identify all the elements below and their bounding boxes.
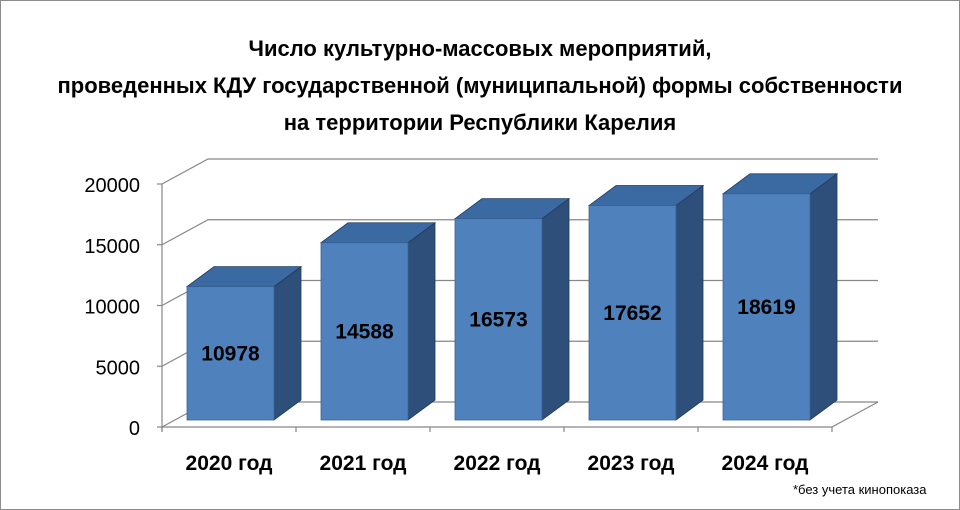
bar-front-1 xyxy=(320,242,409,421)
data-label-2: 16573 xyxy=(469,308,527,331)
bar-side-3 xyxy=(675,184,704,421)
y-tick-label-2: 10000 xyxy=(84,297,140,319)
bar-0: 10978 xyxy=(185,265,303,421)
bar-side-0 xyxy=(273,265,302,421)
category-label-1: 2021 год xyxy=(320,452,407,475)
category-label-0: 2020 год xyxy=(186,452,273,475)
data-label-0: 10978 xyxy=(201,342,260,365)
chart-title-line-3: на территории Республики Карелия xyxy=(283,110,677,135)
bar-4: 18619 xyxy=(721,172,839,421)
category-label-2: 2022 год xyxy=(454,452,541,475)
y-tick-label-3: 15000 xyxy=(84,236,140,258)
floor-right-edge xyxy=(831,401,879,428)
bar-side-4 xyxy=(809,172,838,421)
data-label-3: 17652 xyxy=(603,302,661,325)
bar-front-0 xyxy=(186,286,275,421)
footnote: *без учета кинопоказа xyxy=(793,482,927,497)
bar-front-3 xyxy=(588,205,677,421)
bar-1: 14588 xyxy=(319,221,437,421)
y-tick-label-4: 20000 xyxy=(84,175,140,197)
chart-title-line-1: Число культурно-массовых мероприятий, xyxy=(248,36,712,61)
category-label-4: 2024 год xyxy=(722,452,809,475)
category-label-3: 2023 год xyxy=(588,452,675,475)
bar-front-2 xyxy=(454,218,543,421)
gridline-4 xyxy=(161,158,878,185)
bar-side-2 xyxy=(541,197,570,421)
data-label-4: 18619 xyxy=(737,296,795,319)
bar-front-4 xyxy=(722,193,811,421)
chart-title: Число культурно-массовых мероприятий, пр… xyxy=(0,30,960,141)
bar-side-1 xyxy=(407,221,436,421)
y-tick-label-1: 5000 xyxy=(96,357,141,379)
bar-2: 16573 xyxy=(453,197,571,421)
data-label-1: 14588 xyxy=(335,320,394,343)
y-tick-label-0: 0 xyxy=(129,418,140,440)
bar-3: 17652 xyxy=(587,184,705,421)
chart-title-line-2: проведенных КДУ государственной (муницип… xyxy=(57,73,903,98)
